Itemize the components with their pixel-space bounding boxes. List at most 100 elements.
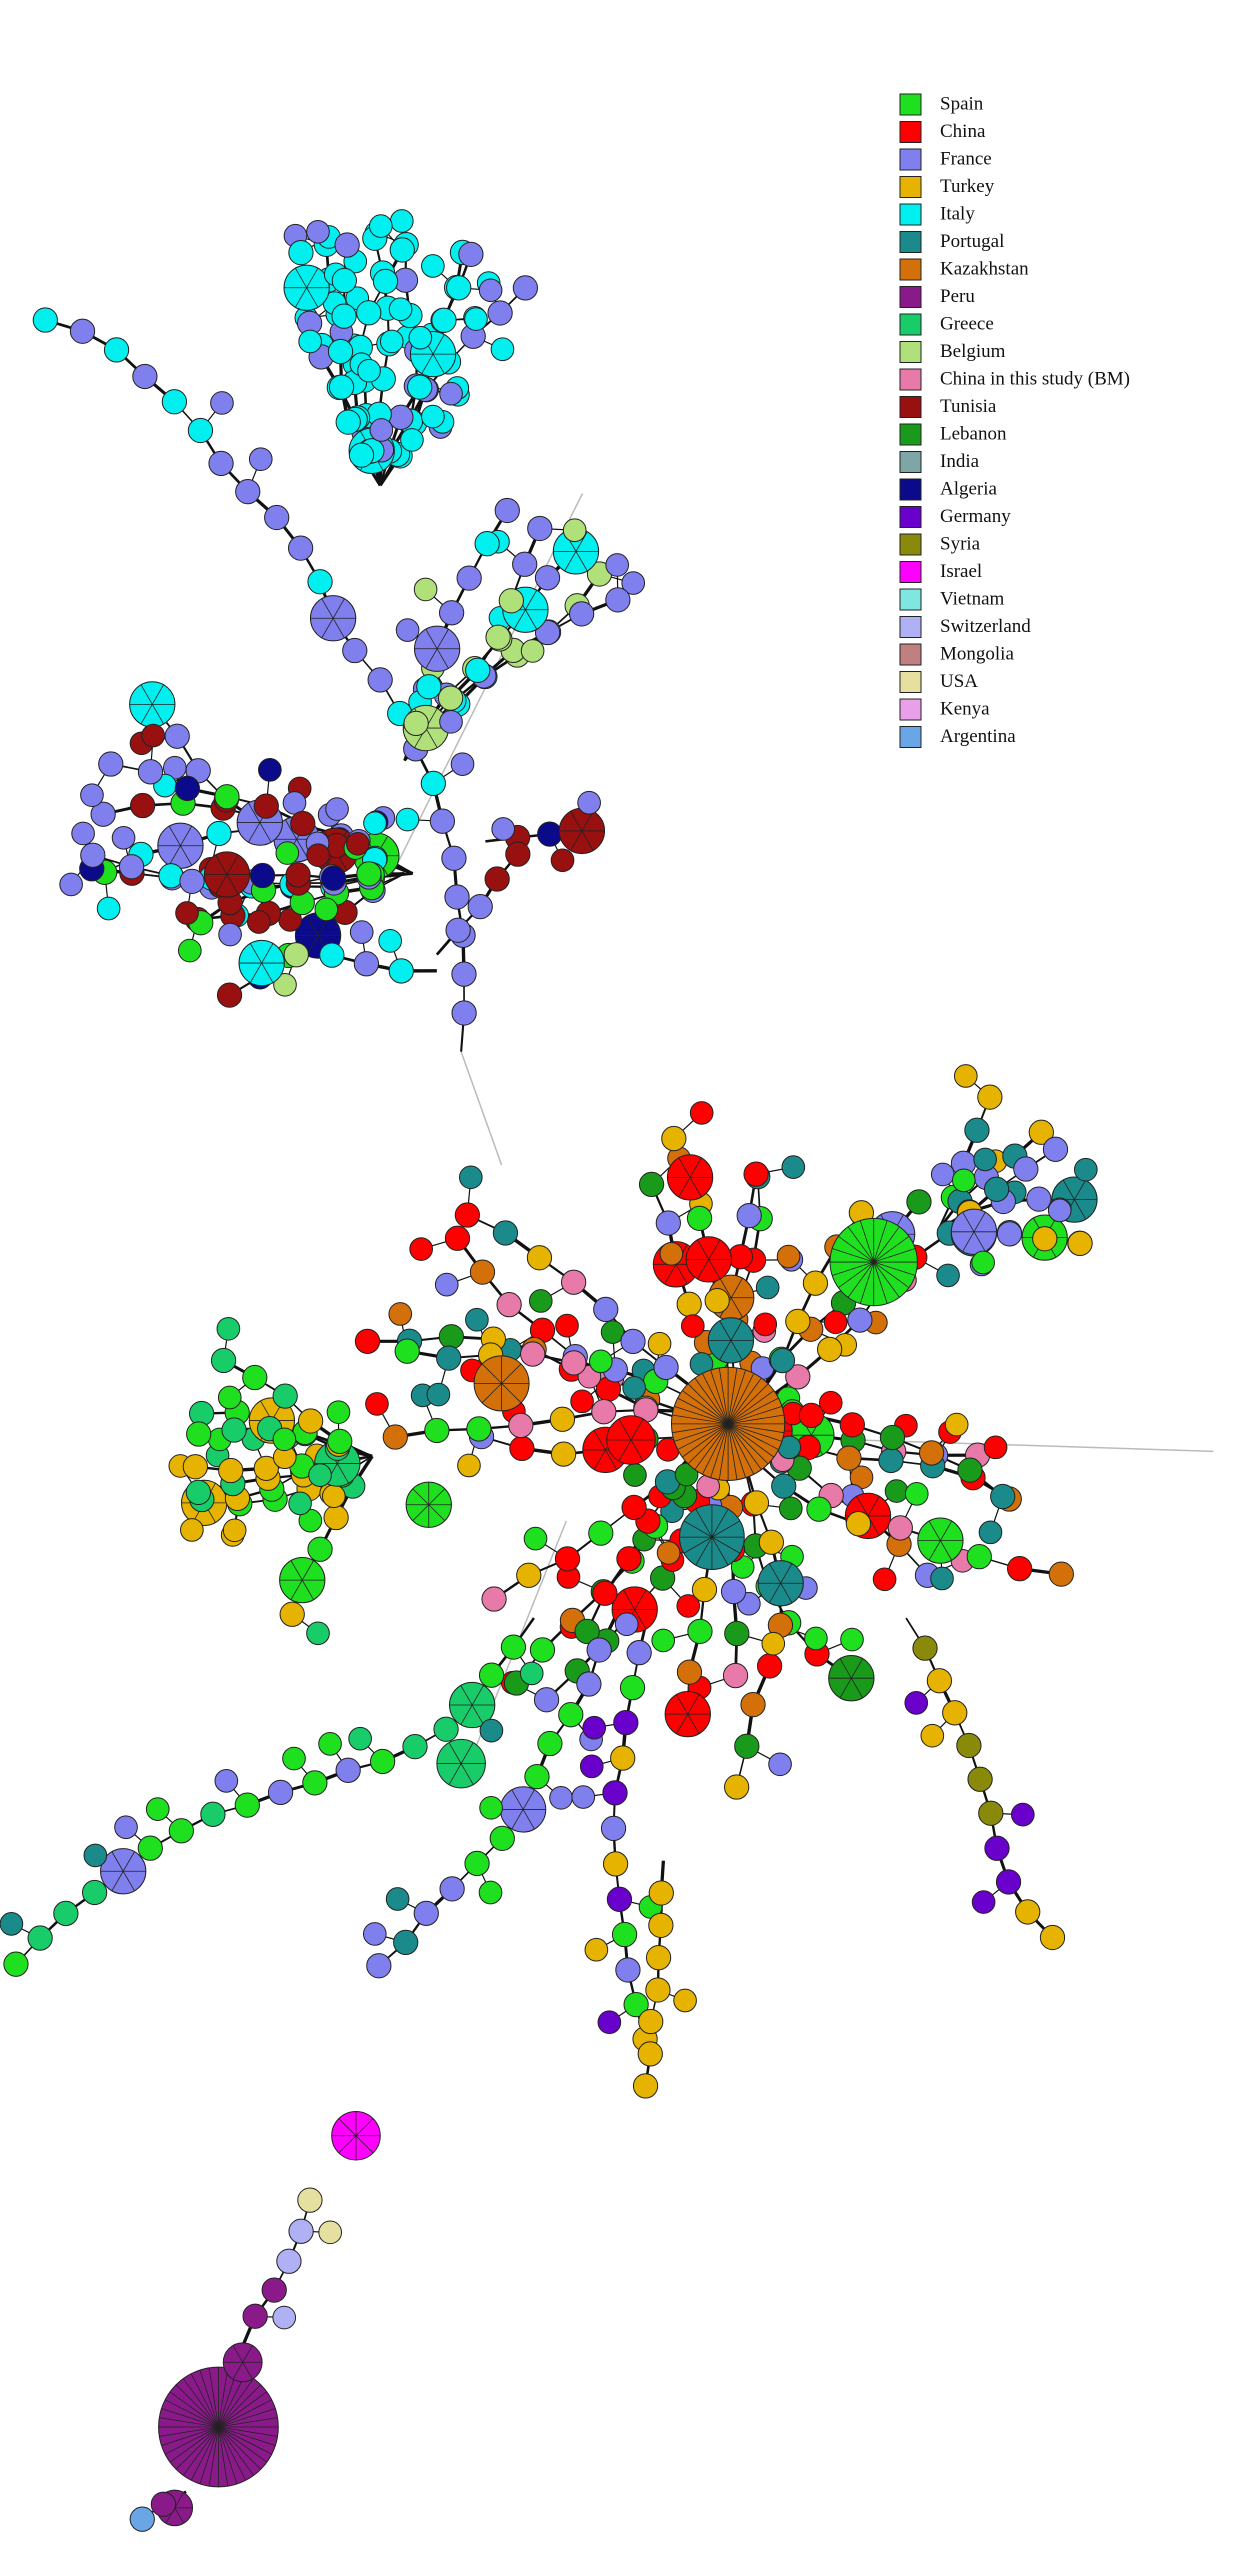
- node-slice: [140, 684, 153, 705]
- node: [319, 942, 345, 968]
- node: [676, 1291, 702, 1317]
- node-slice: [471, 1704, 484, 1725]
- node-slice: [682, 1423, 729, 1458]
- node-slice: [847, 1226, 875, 1263]
- node: [576, 1671, 602, 1697]
- node: [253, 1455, 279, 1481]
- node: [403, 710, 429, 737]
- node: [331, 267, 357, 294]
- node: [638, 2008, 664, 2035]
- node: [235, 478, 261, 505]
- node: [558, 1702, 584, 1728]
- node: [306, 1621, 330, 1646]
- node: [785, 1308, 811, 1335]
- legend-label: Tunisia: [940, 396, 997, 417]
- node: [878, 1447, 904, 1474]
- node: [177, 938, 202, 963]
- node-slice: [301, 1579, 314, 1600]
- node: [836, 1445, 862, 1471]
- node-slice: [727, 1373, 755, 1425]
- node-slice: [111, 1851, 124, 1872]
- node: [272, 2305, 297, 2330]
- node-slice: [973, 1211, 986, 1232]
- node: [512, 551, 538, 577]
- node-slice: [850, 1678, 864, 1699]
- node: [1006, 1556, 1033, 1582]
- node-slice: [873, 1261, 910, 1289]
- node: [349, 920, 374, 944]
- legend-label: Algeria: [940, 478, 998, 499]
- node: [605, 587, 631, 613]
- node-slice: [218, 2391, 268, 2428]
- node: [614, 1612, 639, 1637]
- node: [457, 1453, 481, 1478]
- node-slice: [694, 1377, 729, 1425]
- node: [582, 1715, 607, 1740]
- node-slice: [832, 1261, 874, 1276]
- node: [817, 1336, 843, 1362]
- node-slice: [259, 822, 272, 843]
- node-slice: [727, 1423, 762, 1470]
- node-slice: [683, 1536, 713, 1554]
- node: [214, 784, 240, 810]
- node: [218, 1457, 244, 1484]
- node-slice: [839, 1678, 852, 1699]
- node-slice: [928, 1540, 941, 1561]
- node: [527, 515, 553, 542]
- node-slice: [873, 1220, 888, 1263]
- node: [247, 910, 271, 934]
- legend-swatch: [899, 533, 922, 556]
- node: [645, 1977, 671, 2003]
- node-slice: [290, 1560, 303, 1581]
- legend-label: Portugal: [940, 231, 1004, 252]
- node-slice: [511, 1789, 524, 1810]
- node: [249, 862, 276, 889]
- node-slice: [570, 830, 583, 851]
- node: [691, 1576, 718, 1603]
- node: [492, 1220, 519, 1246]
- node: [451, 1000, 477, 1026]
- legend-swatch: [899, 616, 922, 638]
- node: [500, 1634, 527, 1660]
- node: [990, 1483, 1016, 1510]
- node: [1026, 1186, 1052, 1212]
- node-slice: [689, 1177, 702, 1198]
- node: [995, 1869, 1022, 1895]
- node-slice: [306, 935, 319, 956]
- legend-swatch: [899, 231, 922, 253]
- node: [973, 1147, 997, 1172]
- node-slice: [242, 2362, 253, 2380]
- node: [1048, 1561, 1074, 1587]
- node: [454, 1202, 481, 1228]
- node: [379, 329, 404, 354]
- node-slice: [248, 802, 261, 823]
- node-slice: [232, 2345, 244, 2363]
- node-slice: [436, 648, 449, 669]
- legend-label: France: [940, 148, 992, 169]
- node-slice: [471, 1685, 484, 1706]
- node: [743, 1161, 769, 1187]
- node: [137, 759, 164, 785]
- legend-swatch: [899, 176, 922, 198]
- node: [0, 1912, 24, 1936]
- legend-swatch: [899, 286, 922, 308]
- node: [1047, 1198, 1072, 1223]
- node: [904, 1482, 929, 1506]
- legend-swatch: [899, 698, 922, 721]
- node-slice: [428, 1488, 446, 1506]
- node: [951, 1168, 976, 1193]
- node-slice: [294, 287, 307, 308]
- node-slice: [425, 648, 438, 669]
- node: [458, 1165, 483, 1190]
- legend-swatch: [899, 313, 922, 336]
- node: [616, 1546, 642, 1572]
- node: [129, 2506, 155, 2532]
- node: [141, 723, 165, 748]
- node-slice: [727, 1423, 738, 1480]
- node: [388, 1302, 413, 1326]
- node: [622, 1376, 646, 1400]
- node: [366, 1953, 392, 1979]
- legend-label: USA: [940, 671, 978, 692]
- node: [407, 374, 433, 400]
- node: [647, 1331, 672, 1356]
